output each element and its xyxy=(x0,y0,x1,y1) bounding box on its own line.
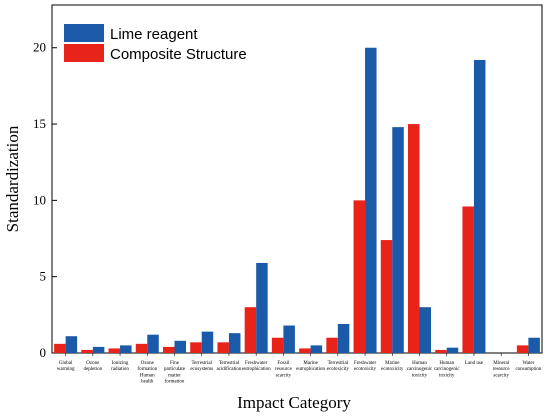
y-tick-label: 0 xyxy=(40,345,47,360)
bar-lime-reagent xyxy=(337,324,350,353)
x-tick-label: Human carcinogenic toxicity xyxy=(434,361,460,378)
bar-composite-structure xyxy=(299,348,311,353)
legend-swatch-lime-reagent xyxy=(64,24,104,42)
bar-lime-reagent xyxy=(365,47,377,353)
bar-composite-structure xyxy=(516,345,529,353)
bar-composite-structure xyxy=(326,337,338,353)
x-tick-label: Ozone depletion xyxy=(84,361,103,372)
bar-composite-structure xyxy=(435,349,447,353)
bar-series xyxy=(54,47,540,354)
bar-composite-structure xyxy=(217,342,229,353)
bar-lime-reagent xyxy=(528,337,540,353)
plot-frame xyxy=(51,4,543,354)
y-tick-label: 5 xyxy=(40,269,47,284)
bar-lime-reagent xyxy=(419,307,431,353)
y-tick-label: 15 xyxy=(33,116,46,131)
x-tick-label: Marine eutrophication xyxy=(296,361,325,372)
bar-composite-structure xyxy=(408,124,420,353)
bar-composite-structure xyxy=(190,342,202,353)
bar-lime-reagent xyxy=(65,336,78,353)
x-tick-label: Human carcinogenic toxicity xyxy=(407,361,433,378)
y-tick-label: 20 xyxy=(33,40,46,55)
bar-lime-reagent xyxy=(147,334,159,353)
bar-lime-reagent xyxy=(92,346,105,353)
x-tick-label: Terrestrial ecosystems xyxy=(190,361,213,372)
bar-composite-structure xyxy=(380,240,393,353)
x-tick-label: Mineral resource scarcity xyxy=(493,361,511,378)
x-axis-title: Impact Category xyxy=(237,393,351,412)
y-axis-title: Standardization xyxy=(3,125,22,232)
legend-label-lime-reagent: Lime reagent xyxy=(110,26,198,43)
x-tick-label: Global warming xyxy=(57,361,75,372)
bar-lime-reagent xyxy=(174,340,186,353)
x-tick-label: Water consumption xyxy=(515,361,541,372)
x-tick-label: Freshwater eutrophication xyxy=(242,361,271,372)
x-tick-label: Fossil resource scarcity xyxy=(275,361,293,378)
bar-lime-reagent xyxy=(120,345,132,353)
bar-lime-reagent xyxy=(283,325,295,353)
x-axis: Global warming Ozone depletion Ionizing radia… xyxy=(57,353,542,385)
bar-lime-reagent xyxy=(201,331,214,353)
bar-composite-structure xyxy=(135,343,148,353)
legend-swatch-composite-structure xyxy=(64,44,104,62)
y-tick-label: 10 xyxy=(33,192,46,207)
bar-composite-structure xyxy=(462,206,474,353)
y-axis: 0 5 10 15 20 xyxy=(33,40,57,360)
bar-composite-structure xyxy=(244,307,257,353)
x-tick-label: Terrestrial acidification xyxy=(216,361,241,372)
bar-lime-reagent xyxy=(256,262,268,353)
bar-lime-reagent xyxy=(446,347,459,353)
x-tick-label: Terrestrial ecotoxicity xyxy=(327,361,350,372)
bar-lime-reagent xyxy=(310,345,323,353)
bar-composite-structure xyxy=(271,337,284,353)
x-tick-label: Land use xyxy=(465,361,484,366)
bar-composite-structure xyxy=(353,200,366,353)
bar-composite-structure xyxy=(163,346,175,353)
bar-lime-reagent xyxy=(392,127,404,354)
bar-composite-structure xyxy=(54,343,66,353)
legend-label-composite-structure: Composite Structure xyxy=(110,46,247,63)
bar-lime-reagent xyxy=(228,333,241,353)
x-tick-label: Ionizing radiation xyxy=(111,361,129,372)
bar-lime-reagent xyxy=(473,59,486,354)
x-tick-label: Freshwater ecotoxicity xyxy=(354,361,377,372)
legend: Lime reagent Composite Structure xyxy=(64,24,247,63)
bar-composite-structure xyxy=(108,348,121,353)
x-tick-label: Fine particulate matter formation xyxy=(164,361,186,385)
x-tick-label: Ozone formation Human health xyxy=(137,361,157,385)
bar-composite-structure xyxy=(81,349,93,353)
x-tick-label: Marine ecotoxicity xyxy=(381,361,404,372)
